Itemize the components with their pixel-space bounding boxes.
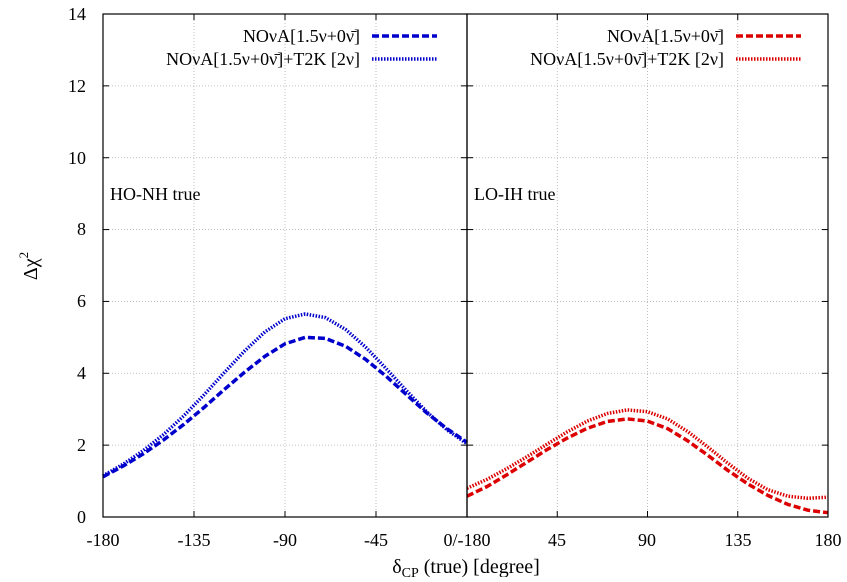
series-layer xyxy=(102,312,829,515)
y-tick-label: 2 xyxy=(77,435,86,455)
x-tick-label: -45 xyxy=(364,530,388,550)
right-legend: NOνA[1.5ν+0ν̄] NOνA[1.5ν+0ν̄]+T2K [2ν] xyxy=(530,26,801,69)
x-tick-label: 90 xyxy=(638,530,656,550)
y-tick-labels: 0 2 4 6 8 10 12 14 xyxy=(68,4,86,527)
x-tick-label: -180 xyxy=(87,530,120,550)
y-axis-label: Δχ2 xyxy=(16,252,42,280)
y-tick-label: 12 xyxy=(68,76,86,96)
y-tick-label: 4 xyxy=(77,363,86,383)
right-panel-annotation: LO-IH true xyxy=(474,184,555,204)
x-tick-label: -90 xyxy=(273,530,297,550)
x-axis-label-rest: (true) [degree] xyxy=(419,556,540,577)
legend-entry-label: NOνA[1.5ν+0ν̄]+T2K [2ν] xyxy=(166,49,360,69)
y-tick-label: 0 xyxy=(77,507,86,527)
x-tick-labels: -180 -135 -90 -45 0/-180 45 90 135 180 xyxy=(87,530,842,550)
x-tick-label: -135 xyxy=(178,530,211,550)
legend-entry-label: NOνA[1.5ν+0ν̄]+T2K [2ν] xyxy=(530,49,724,69)
legend-entry-label: NOνA[1.5ν+0ν̄] xyxy=(607,26,724,46)
y-tick-label: 6 xyxy=(77,291,86,311)
right-panel-grid xyxy=(467,14,828,517)
series-line-right-0 xyxy=(466,417,829,515)
tick-marks xyxy=(102,13,829,518)
y-axis-label-main: Δχ xyxy=(20,258,42,280)
left-panel-annotation: HO-NH true xyxy=(110,184,200,204)
left-legend: NOνA[1.5ν+0ν̄] NOνA[1.5ν+0ν̄]+T2K [2ν] xyxy=(166,26,437,69)
legend-entry-label: NOνA[1.5ν+0ν̄] xyxy=(243,26,360,46)
y-tick-label: 8 xyxy=(77,219,86,239)
series-line-left-0 xyxy=(102,335,468,479)
x-tick-label: 180 xyxy=(815,530,842,550)
y-tick-label: 14 xyxy=(68,4,86,24)
y-tick-label: 10 xyxy=(68,148,86,168)
y-axis-label-sup: 2 xyxy=(16,252,31,259)
left-panel-grid xyxy=(103,14,467,517)
x-tick-label: 45 xyxy=(548,530,566,550)
x-tick-label-shared: 0/-180 xyxy=(444,530,491,550)
x-axis-label-sub: CP xyxy=(402,566,419,577)
x-tick-label: 135 xyxy=(725,530,752,550)
x-axis-label-main: δ xyxy=(392,556,401,577)
